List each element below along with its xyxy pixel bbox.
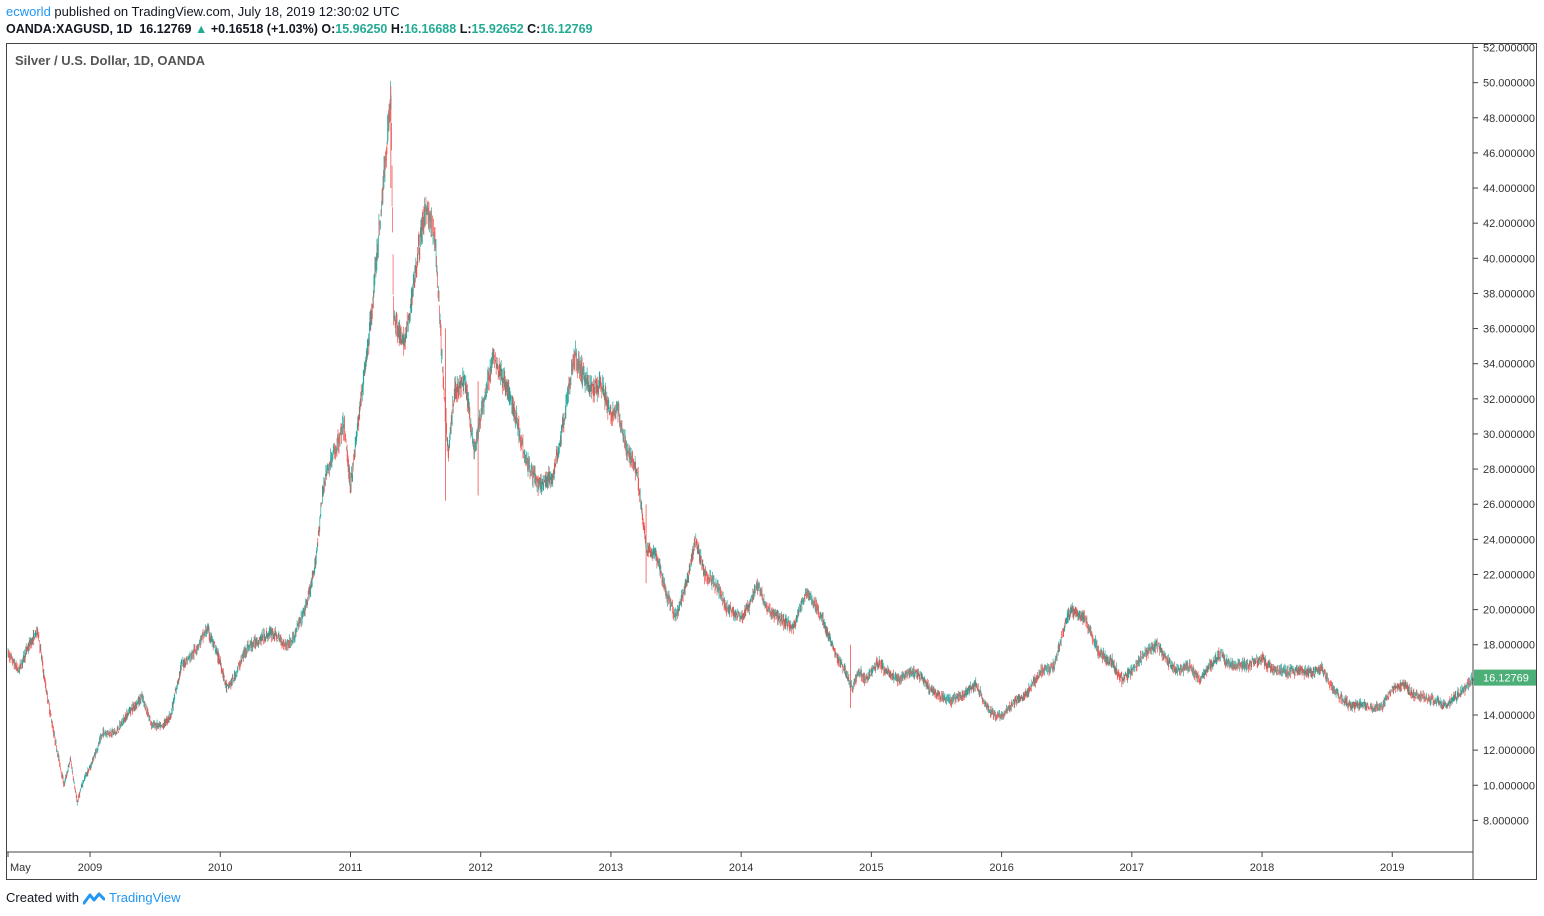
price-tick-label: 14.000000	[1483, 710, 1535, 722]
price-tick-label: 38.000000	[1483, 288, 1535, 300]
open-label: O:	[321, 22, 336, 36]
footer: Created with TradingView	[6, 890, 181, 905]
price-tick-label: 24.000000	[1483, 534, 1535, 546]
price-tick-label: 30.000000	[1483, 429, 1535, 441]
close-label: C:	[527, 22, 541, 36]
author-link[interactable]: ecworld	[6, 4, 51, 19]
price-tick-label: 22.000000	[1483, 569, 1535, 581]
up-arrow-icon: ▲	[194, 22, 208, 36]
price-tick-label: 50.000000	[1483, 78, 1535, 90]
symbol-label: OANDA:XAGUSD, 1D	[6, 22, 133, 36]
created-with-text: Created with	[6, 890, 79, 905]
high-label: H:	[390, 22, 405, 36]
time-tick-label: 2013	[599, 862, 623, 874]
last-price-badge-label: 16.12769	[1483, 673, 1529, 685]
price-tick-label: 44.000000	[1483, 183, 1535, 195]
change-value: +0.16518 (+1.03%)	[210, 22, 318, 36]
price-tick-label: 40.000000	[1483, 253, 1535, 265]
last-price: 16.12769	[139, 22, 192, 36]
low-label: L:	[459, 22, 472, 36]
time-tick-label: 2009	[78, 862, 102, 874]
price-tick-label: 32.000000	[1483, 394, 1535, 406]
price-tick-label: 42.000000	[1483, 218, 1535, 230]
price-tick-label: 20.000000	[1483, 605, 1535, 617]
ohlc-line: OANDA:XAGUSD, 1D 16.12769 ▲ +0.16518 (+1…	[6, 22, 592, 36]
time-axis: May 2009 2010 2011 2012 2013 2014 2015 2016 2017 2…	[6, 851, 1473, 874]
tradingview-link[interactable]: TradingView	[108, 890, 181, 905]
time-tick-label: 2019	[1380, 862, 1404, 874]
price-tick-label: 28.000000	[1483, 464, 1535, 476]
candles-layer	[7, 80, 1474, 806]
time-tick-label: 2017	[1120, 862, 1144, 874]
time-tick-label: May	[10, 862, 31, 874]
publish-line: ecworld published on TradingView.com, Ju…	[6, 4, 400, 19]
published-text: published on TradingView.com, July 18, 2…	[54, 4, 400, 19]
high-value: 16.16688	[404, 22, 457, 36]
chart-title: Silver / U.S. Dollar, 1D, OANDA	[15, 53, 205, 68]
price-tick-label: 34.000000	[1483, 359, 1535, 371]
price-tick-label: 46.000000	[1483, 148, 1535, 160]
chart-frame[interactable]	[6, 43, 1537, 880]
low-value: 15.92652	[471, 22, 524, 36]
tradingview-logo-icon	[82, 892, 105, 904]
open-value: 15.96250	[335, 22, 388, 36]
price-tick-label: 10.000000	[1483, 780, 1535, 792]
price-tick-label: 8.000000	[1483, 815, 1529, 827]
price-tick-label: 52.000000	[1483, 43, 1535, 55]
time-tick-label: 2015	[859, 862, 883, 874]
price-tick-label: 26.000000	[1483, 499, 1535, 511]
time-tick-label: 2011	[339, 862, 363, 874]
time-tick-label: 2016	[989, 862, 1013, 874]
price-axis: 8.00000010.00000012.00000014.00000016.00…	[1472, 43, 1535, 880]
price-tick-label: 36.000000	[1483, 324, 1535, 336]
time-tick-label: 2012	[468, 862, 492, 874]
price-tick-label: 12.000000	[1483, 745, 1535, 757]
last-price-badge	[1474, 669, 1536, 686]
close-value: 16.12769	[540, 22, 593, 36]
last-price-badge-group: 16.12769	[1474, 669, 1536, 686]
time-tick-label: 2018	[1250, 862, 1274, 874]
price-tick-label: 18.000000	[1483, 640, 1535, 652]
time-tick-label: 2014	[729, 862, 753, 874]
time-tick-label: 2010	[208, 862, 232, 874]
price-tick-label: 48.000000	[1483, 113, 1535, 125]
